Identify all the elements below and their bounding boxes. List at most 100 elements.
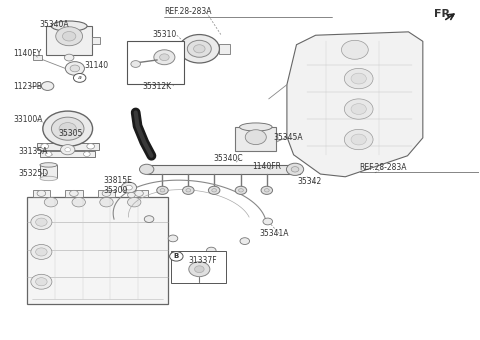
- Circle shape: [261, 186, 273, 194]
- Circle shape: [60, 144, 75, 155]
- Text: 35341A: 35341A: [259, 229, 288, 238]
- Circle shape: [351, 104, 366, 115]
- Ellipse shape: [40, 176, 57, 181]
- Circle shape: [206, 247, 216, 254]
- Text: 33100A: 33100A: [13, 115, 43, 124]
- Circle shape: [65, 148, 71, 152]
- Text: 1140FR: 1140FR: [252, 162, 281, 171]
- Text: 1140FY: 1140FY: [13, 49, 41, 58]
- Text: 35325D: 35325D: [18, 169, 48, 178]
- Text: 35305: 35305: [58, 129, 83, 138]
- Circle shape: [59, 123, 76, 135]
- Circle shape: [62, 32, 76, 41]
- Circle shape: [159, 54, 169, 61]
- Circle shape: [73, 73, 86, 82]
- Circle shape: [126, 185, 132, 190]
- Text: 35309: 35309: [104, 187, 128, 196]
- Circle shape: [135, 190, 144, 197]
- Circle shape: [208, 186, 220, 194]
- Circle shape: [168, 235, 178, 242]
- Ellipse shape: [51, 21, 87, 31]
- Circle shape: [37, 190, 46, 197]
- Circle shape: [51, 117, 84, 140]
- Text: REF.28-283A: REF.28-283A: [164, 7, 212, 16]
- Circle shape: [87, 143, 95, 149]
- Bar: [147, 165, 300, 174]
- Circle shape: [100, 198, 113, 207]
- Bar: [40, 151, 95, 157]
- Circle shape: [43, 111, 93, 146]
- Circle shape: [41, 82, 54, 90]
- Circle shape: [144, 216, 154, 222]
- Circle shape: [70, 65, 80, 72]
- Bar: [127, 41, 183, 84]
- Text: 35340A: 35340A: [39, 20, 69, 29]
- Circle shape: [31, 215, 52, 230]
- Circle shape: [212, 189, 216, 192]
- Bar: [131, 190, 148, 197]
- Text: 33135A: 33135A: [18, 147, 48, 156]
- Circle shape: [31, 244, 52, 259]
- Text: 1123PB: 1123PB: [13, 82, 42, 90]
- Text: 33815E: 33815E: [104, 176, 132, 185]
- Circle shape: [56, 27, 83, 46]
- Text: 35312K: 35312K: [143, 82, 171, 90]
- Circle shape: [194, 266, 204, 273]
- Bar: [27, 197, 168, 304]
- Ellipse shape: [240, 123, 272, 131]
- Circle shape: [128, 198, 141, 207]
- Circle shape: [182, 186, 194, 194]
- Text: B: B: [174, 253, 179, 259]
- Circle shape: [187, 40, 211, 57]
- Text: FR.: FR.: [434, 9, 455, 19]
- Bar: [46, 26, 92, 55]
- Text: 35340C: 35340C: [214, 154, 243, 163]
- Circle shape: [84, 152, 90, 156]
- Circle shape: [140, 164, 154, 174]
- Circle shape: [64, 54, 74, 61]
- Circle shape: [264, 189, 269, 192]
- Circle shape: [341, 40, 368, 59]
- Circle shape: [160, 189, 165, 192]
- Text: 35345A: 35345A: [274, 133, 303, 142]
- Circle shape: [193, 45, 205, 53]
- Circle shape: [72, 198, 85, 207]
- Circle shape: [344, 68, 373, 89]
- Circle shape: [31, 274, 52, 289]
- Text: 31140: 31140: [84, 61, 108, 70]
- Circle shape: [245, 130, 266, 144]
- Text: a: a: [78, 75, 82, 80]
- Polygon shape: [287, 32, 423, 177]
- Text: 35342: 35342: [298, 177, 322, 186]
- Circle shape: [344, 99, 373, 119]
- Circle shape: [128, 192, 135, 198]
- Circle shape: [287, 163, 304, 175]
- Circle shape: [45, 152, 52, 156]
- Circle shape: [351, 134, 366, 145]
- Circle shape: [44, 198, 58, 207]
- Bar: [65, 190, 83, 197]
- Circle shape: [239, 189, 243, 192]
- Circle shape: [65, 62, 84, 75]
- Bar: [235, 127, 276, 151]
- Circle shape: [102, 190, 111, 197]
- Bar: [92, 37, 100, 44]
- Circle shape: [235, 186, 247, 194]
- Circle shape: [263, 218, 273, 225]
- Circle shape: [344, 129, 373, 150]
- Circle shape: [189, 262, 210, 277]
- Bar: [219, 44, 230, 54]
- Circle shape: [36, 218, 47, 226]
- Text: 35310: 35310: [153, 30, 177, 39]
- Circle shape: [186, 189, 191, 192]
- Circle shape: [240, 238, 250, 244]
- Circle shape: [351, 73, 366, 84]
- Text: 31337F: 31337F: [188, 256, 217, 265]
- Ellipse shape: [40, 163, 57, 167]
- Bar: [33, 190, 50, 197]
- Circle shape: [154, 50, 175, 65]
- Circle shape: [179, 35, 219, 63]
- Circle shape: [36, 278, 47, 286]
- Circle shape: [157, 186, 168, 194]
- Text: REF.28-283A: REF.28-283A: [360, 163, 407, 172]
